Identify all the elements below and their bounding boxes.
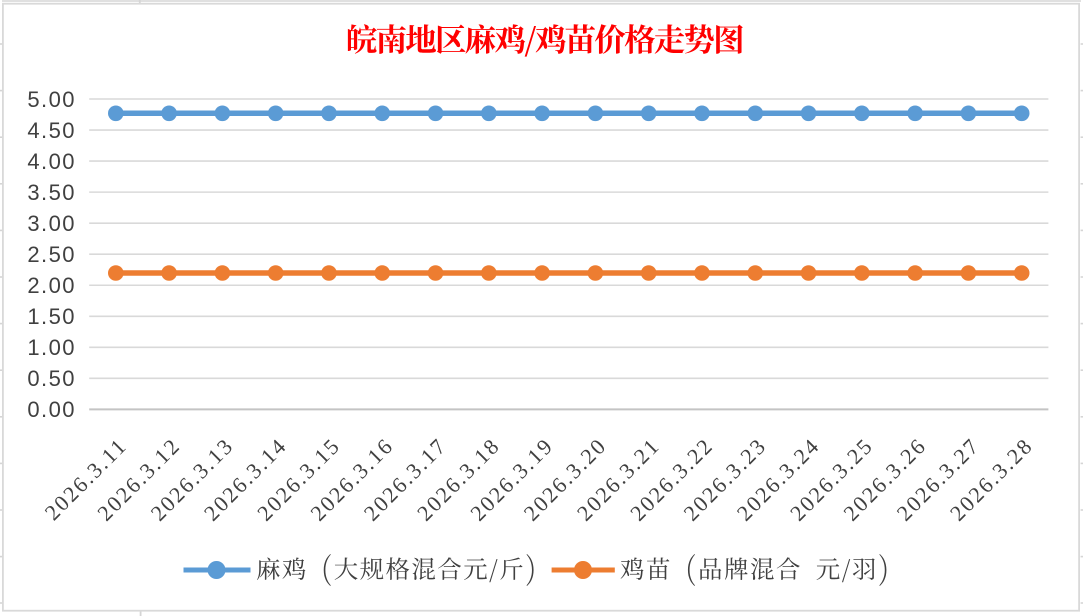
svg-text:3.00: 3.00 [27,211,76,236]
svg-text:4.00: 4.00 [27,149,76,174]
svg-text:0.00: 0.00 [27,397,76,422]
svg-text:5.00: 5.00 [27,87,76,112]
svg-text:0.50: 0.50 [27,366,76,391]
svg-text:3.50: 3.50 [27,180,76,205]
svg-text:1.00: 1.00 [27,335,76,360]
svg-text:2.50: 2.50 [27,242,76,267]
svg-text:1.50: 1.50 [27,304,76,329]
svg-text:2.00: 2.00 [27,273,76,298]
svg-text:4.50: 4.50 [27,118,76,143]
